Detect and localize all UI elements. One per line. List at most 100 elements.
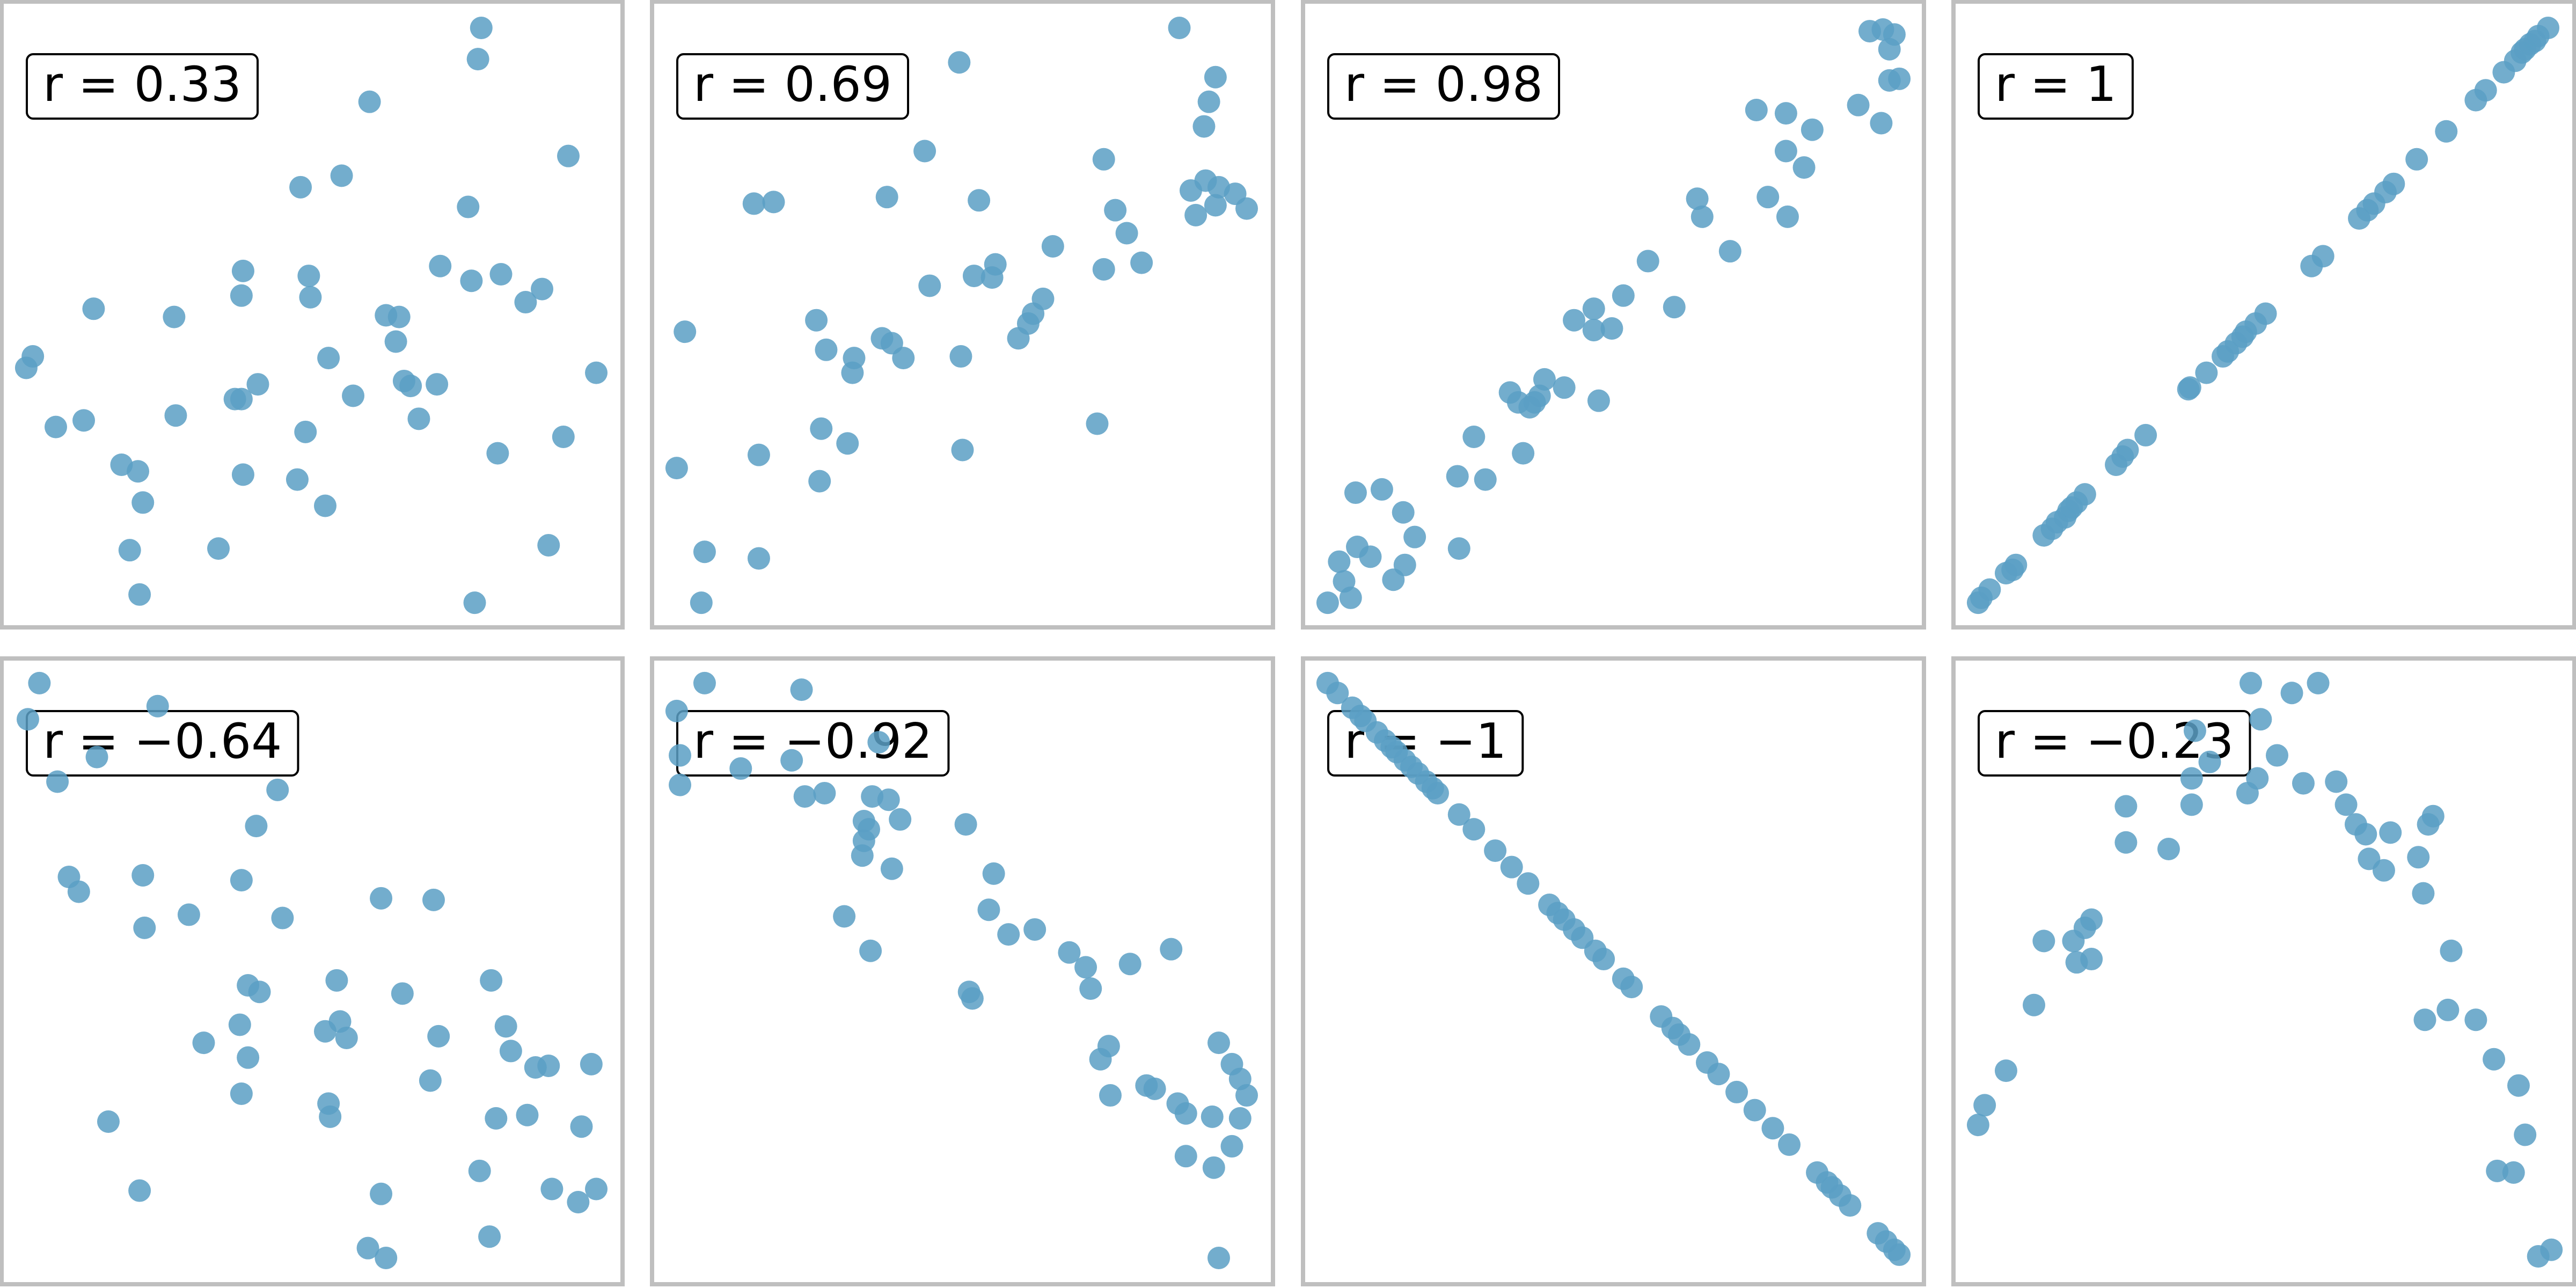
point [499,1040,522,1063]
panel: r = −1 [1301,656,1926,1286]
point [28,671,51,694]
point [1392,501,1415,524]
point [494,1015,517,1038]
point [2240,671,2263,694]
point [808,470,831,493]
point [335,1026,358,1049]
point [1339,586,1362,609]
point [230,1082,253,1105]
point [2334,793,2358,816]
point [1092,258,1115,281]
point [2417,813,2440,836]
point [248,980,271,1004]
point [228,1013,251,1036]
point [516,1103,539,1126]
point [1620,976,1643,999]
point [1582,319,1605,342]
point [289,175,312,199]
point [2292,772,2315,795]
point [859,939,882,962]
point [2073,483,2096,506]
point [1328,550,1351,573]
point [805,309,828,332]
point [1553,376,1576,399]
point [429,254,452,277]
point [2280,682,2303,705]
point [949,345,972,368]
panel: r = −0.64 [0,656,625,1286]
point [1168,16,1191,39]
point [1678,1033,1701,1056]
point [319,1105,342,1128]
point [1517,872,1540,895]
point [557,144,580,167]
point [470,16,493,39]
point [1228,1107,1252,1130]
point [245,815,268,838]
point [297,265,320,288]
point [2080,948,2103,971]
point [1792,156,1816,179]
point [2236,781,2259,804]
point [2502,1161,2525,1184]
point [762,191,785,214]
point [2134,423,2157,447]
point [665,457,688,480]
point [877,788,900,811]
point [2436,998,2460,1021]
point [836,432,859,455]
point [1079,977,1102,1000]
point [325,969,348,992]
point [1878,69,1901,92]
correlation-label: r = 1 [1995,56,2117,113]
point [980,266,1004,289]
point [2265,744,2288,767]
point [97,1110,120,1133]
point [486,442,509,465]
point [2537,16,2560,39]
point [419,1069,442,1092]
point [1743,1099,1766,1122]
point [913,140,936,163]
point [1512,442,1535,465]
point [1207,1247,1230,1270]
point [977,898,1000,921]
point [427,1024,450,1048]
point [2412,882,2435,905]
point [1870,112,1893,135]
point [358,90,381,113]
point [45,415,68,438]
point [387,305,411,328]
point [1587,389,1610,412]
point [1235,197,1258,220]
point [127,460,150,483]
point [1774,102,1797,125]
point [793,785,816,808]
point [2114,831,2138,854]
label-box [676,53,910,120]
point [810,417,833,440]
point [2486,1159,2509,1182]
point [299,286,322,309]
point [370,887,393,910]
point [422,888,445,911]
point [2178,376,2201,399]
point [468,1159,491,1182]
point [962,265,985,288]
point [2435,120,2458,143]
point [1757,186,1780,209]
point [1174,1145,1197,1168]
point [16,708,39,731]
point [665,699,688,722]
point [1839,1194,1862,1217]
point [1484,839,1507,862]
point [1612,284,1635,307]
point [2382,172,2405,195]
point [968,189,991,212]
point [1474,468,1497,491]
point [1235,1084,1258,1107]
point [1104,199,1127,222]
point [67,880,90,903]
point [1115,222,1138,245]
label-box [26,53,259,120]
